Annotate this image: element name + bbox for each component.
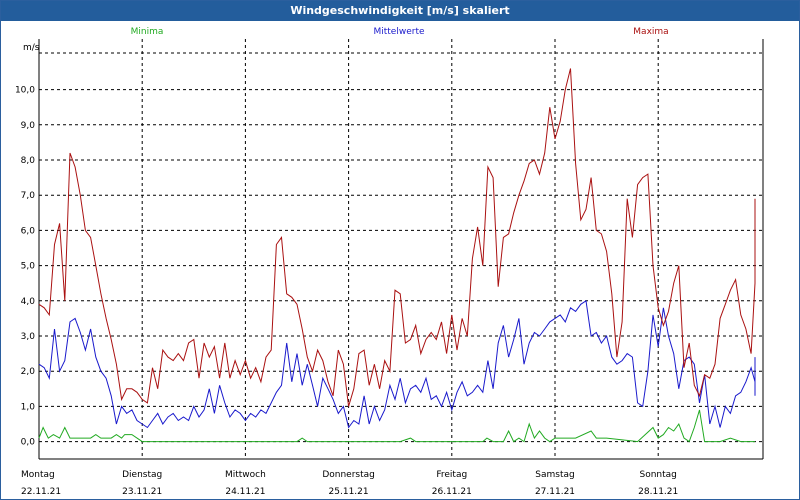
x-tick-date: 22.11.21 — [21, 487, 61, 497]
series-line-maxima — [38, 68, 756, 407]
y-tick-label: 9,0 — [21, 121, 36, 131]
x-tick-weekday: Mittwoch — [225, 470, 266, 480]
y-tick-label: 4,0 — [21, 297, 36, 307]
x-tick-date: 25.11.21 — [329, 487, 369, 497]
x-tick-date: 28.11.21 — [638, 487, 678, 497]
y-tick-labels: 0,0 1,0 2,0 3,0 4,0 5,0 6,0 7,0 8,0 9,0 10,0 — [15, 86, 35, 448]
x-tick-weekday: Montag — [21, 470, 55, 480]
grid — [39, 39, 763, 459]
x-tick-weekday: Samstag — [535, 470, 574, 480]
y-tick-label: 8,0 — [21, 156, 36, 166]
x-tick-weekday: Freitag — [436, 470, 467, 480]
y-tick-label: 7,0 — [21, 191, 36, 201]
y-tick-label: 3,0 — [21, 332, 36, 342]
x-tick-date: 23.11.21 — [122, 487, 162, 497]
x-tick-date: 24.11.21 — [225, 487, 265, 497]
x-tick-weekday: Dienstag — [122, 470, 162, 480]
x-tick-labels: Montag 22.11.21 Dienstag 23.11.21 Mittwoch 24… — [21, 470, 678, 497]
y-tick-label: 1,0 — [21, 402, 36, 412]
y-axis-unit: m/s — [23, 43, 40, 53]
series-line-mittelwerte — [38, 299, 756, 429]
x-tick-weekday: Donnerstag — [322, 470, 375, 480]
series-line-minima — [38, 409, 755, 443]
legend-maxima: Maxima — [633, 27, 668, 37]
y-tick-label: 2,0 — [21, 367, 36, 377]
y-tick-label: 10,0 — [15, 86, 35, 96]
legend-minima: Minima — [131, 27, 164, 37]
window-title: Windgeschwindigkeit [m/s] skaliert — [1, 1, 799, 21]
legend-mittelwerte: Mittelwerte — [373, 27, 424, 37]
x-tick-weekday: Sonntag — [640, 470, 677, 480]
plot-frame — [38, 39, 764, 460]
x-tick-date: 27.11.21 — [535, 487, 575, 497]
x-tick-date: 26.11.21 — [432, 487, 472, 497]
y-tick-label: 5,0 — [21, 262, 36, 272]
y-tick-label: 0,0 — [21, 438, 36, 448]
series-lines — [38, 68, 756, 443]
y-tick-label: 6,0 — [21, 226, 36, 236]
